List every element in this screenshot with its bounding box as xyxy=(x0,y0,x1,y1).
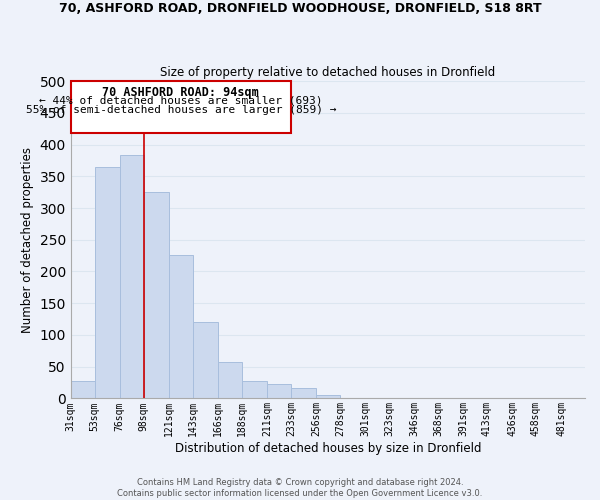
Bar xyxy=(218,362,242,399)
Title: Size of property relative to detached houses in Dronfield: Size of property relative to detached ho… xyxy=(160,66,496,78)
Bar xyxy=(169,255,193,398)
Bar xyxy=(144,192,169,398)
Y-axis label: Number of detached properties: Number of detached properties xyxy=(21,146,34,332)
FancyBboxPatch shape xyxy=(71,81,291,133)
Bar xyxy=(95,166,120,398)
Bar xyxy=(120,156,144,398)
Text: ← 44% of detached houses are smaller (693): ← 44% of detached houses are smaller (69… xyxy=(39,96,323,106)
Text: 70, ASHFORD ROAD, DRONFIELD WOODHOUSE, DRONFIELD, S18 8RT: 70, ASHFORD ROAD, DRONFIELD WOODHOUSE, D… xyxy=(59,2,541,16)
Bar xyxy=(267,384,291,398)
Bar xyxy=(71,382,95,398)
Bar xyxy=(242,382,267,398)
Bar xyxy=(193,322,218,398)
Bar xyxy=(316,394,340,398)
Bar xyxy=(291,388,316,398)
Text: 55% of semi-detached houses are larger (859) →: 55% of semi-detached houses are larger (… xyxy=(26,105,336,115)
X-axis label: Distribution of detached houses by size in Dronfield: Distribution of detached houses by size … xyxy=(175,442,481,455)
Text: 70 ASHFORD ROAD: 94sqm: 70 ASHFORD ROAD: 94sqm xyxy=(103,86,259,99)
Text: Contains HM Land Registry data © Crown copyright and database right 2024.
Contai: Contains HM Land Registry data © Crown c… xyxy=(118,478,482,498)
